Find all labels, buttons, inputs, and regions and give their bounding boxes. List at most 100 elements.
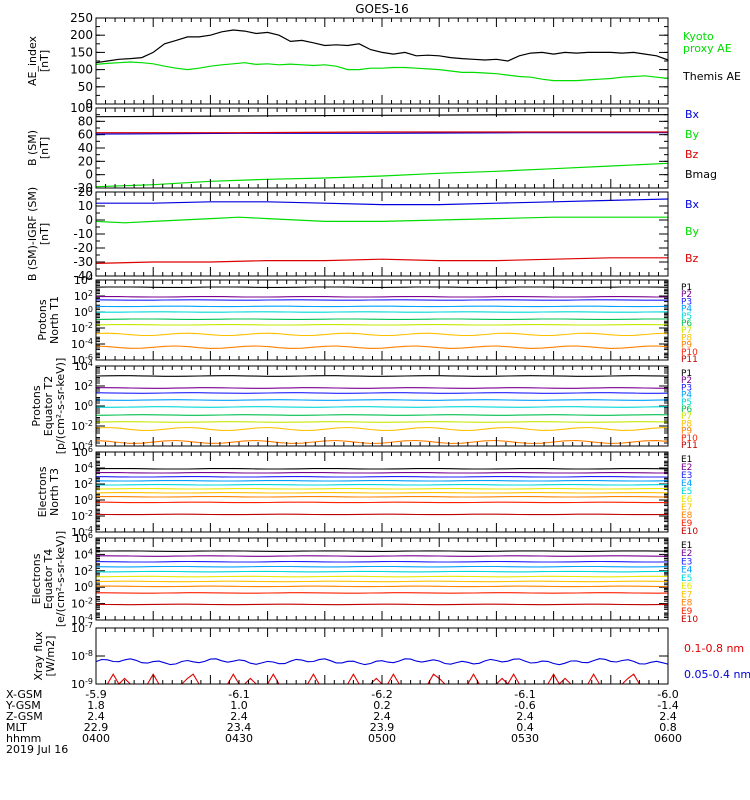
y-tick-label: 100 — [74, 580, 93, 594]
axis-value-hhmm: 0530 — [511, 732, 539, 745]
protons-north-panel: 104 102 100 10-2 10-4 10-6 Protons North T1 P1P2… — [36, 273, 698, 367]
protons-equator-panel-ylabel: Protons Equator T2 [p/(cm²-s-sr-keV)] — [30, 358, 67, 455]
axis-value-x-gsm: -5.9 — [85, 688, 107, 701]
electrons-north-panel-frame — [95, 451, 669, 533]
axis-value-z-gsm: 2.4 — [659, 710, 677, 723]
y-tick-label: -30 — [73, 255, 93, 269]
legend-entry: E10 — [681, 615, 698, 625]
y-tick-label: 0 — [85, 168, 93, 182]
protons-equator-panel-ylabel-line: Equator T2 — [42, 376, 55, 436]
xray-panel-ylabel-line: Xray flux — [32, 631, 45, 681]
b-sm-panel-ylabel-line: B (SM) — [26, 130, 39, 166]
y-tick-label: 10-2 — [71, 597, 93, 611]
y-tick-label: 102 — [74, 564, 93, 578]
flux-line — [95, 375, 669, 377]
y-tick-label: 10-4 — [71, 525, 93, 539]
axis-value-z-gsm: 2.4 — [516, 710, 534, 723]
b-igrf-panel-ylabel: B (SM)-IGRF (SM) [nT] — [26, 187, 51, 281]
legend-entry: E5 — [681, 574, 692, 584]
y-tick-label: 106 — [74, 531, 93, 545]
legend-entry: P7 — [681, 412, 692, 422]
electrons-north-panel-ylabel-line: North T3 — [48, 468, 61, 516]
legend-entry: E7 — [681, 503, 692, 513]
legend-entry: P4 — [681, 305, 692, 315]
legend-entry: E2 — [681, 549, 692, 559]
flux-line — [95, 585, 669, 588]
protons-equator-panel-ylabel-line: Protons — [30, 385, 43, 426]
axis-date: 2019 Jul 16 — [6, 743, 69, 756]
y-tick-label: 100 — [74, 305, 93, 319]
electrons-equator-panel-ylabel-line: Equator T4 — [42, 549, 55, 609]
legend-entry: Bx — [685, 108, 700, 121]
series-line-bx — [96, 198, 669, 206]
b-igrf-panel-ylabel-line: B (SM)-IGRF (SM) — [26, 187, 39, 281]
legend-entry: E3 — [681, 471, 692, 481]
y-tick-label: 100 — [70, 101, 93, 115]
axis-value-mlt: 22.9 — [83, 721, 109, 734]
axis-value-mlt: 23.4 — [226, 721, 252, 734]
legend-entry: E10 — [681, 527, 698, 537]
y-tick-label: 100 — [74, 399, 93, 413]
y-tick-label: 10-4 — [71, 337, 93, 351]
legend-entry: P8 — [681, 419, 692, 429]
y-tick-label: 102 — [74, 477, 93, 491]
legend-entry: 0.1-0.8 nm — [684, 642, 744, 655]
flux-line — [95, 332, 669, 337]
y-tick-label: 80 — [78, 114, 93, 128]
legend-entry: E9 — [681, 607, 693, 617]
ae-index-panel-ylabel-line: [nT] — [38, 50, 51, 72]
y-tick-label: 10-2 — [71, 321, 93, 335]
axis-value-x-gsm: -6.0 — [657, 688, 679, 701]
legend-entry: P10 — [681, 434, 698, 444]
y-tick-label: 104 — [74, 461, 93, 475]
axis-value-y-gsm: 1.0 — [230, 699, 248, 712]
electrons-equator-panel-ylabel: Electrons Equator T4 [e/(cm²-s-sr-keV)] — [30, 531, 67, 627]
b-sm-panel-ylabel-line: [nT] — [38, 137, 51, 159]
flux-line — [95, 575, 669, 578]
legend-entry: P11 — [681, 441, 698, 451]
legend-entry: P10 — [681, 348, 698, 358]
y-tick-label: 104 — [74, 273, 93, 287]
y-tick-label: -20 — [73, 241, 93, 255]
y-tick-label: 150 — [70, 45, 93, 59]
electrons-north-panel-ylabel-line: Electrons — [36, 466, 49, 517]
legend-entry: E3 — [681, 557, 692, 567]
legend-entry: P5 — [681, 312, 692, 322]
protons-equator-panel-ylabel-line: [p/(cm²-s-sr-keV)] — [54, 358, 67, 455]
axis-value-mlt: 0.8 — [659, 721, 677, 734]
y-tick-label: 50 — [78, 80, 93, 94]
electrons-equator-panel: 106 104 102 100 10-2 10-4 Electrons Equator T4[… — [30, 531, 698, 627]
flux-line — [95, 560, 669, 563]
legend-entry: Bz — [685, 252, 699, 265]
electrons-equator-panel-ylabel-line: Electrons — [30, 553, 43, 604]
legend-entry: E6 — [681, 582, 693, 592]
series-line-by — [95, 162, 669, 188]
axis-value-y-gsm: 0.2 — [373, 699, 391, 712]
flux-line — [96, 555, 669, 557]
electrons-equator-panel-frame — [95, 537, 669, 621]
y-tick-label: 10-6 — [71, 353, 93, 367]
legend-entry: E7 — [681, 590, 692, 600]
flux-line — [95, 421, 669, 423]
legend-entry: 0.05-0.4 nm — [684, 668, 750, 681]
legend-entry: Bx — [685, 198, 700, 211]
b-sm-panel-ylabel: B (SM) [nT] — [26, 130, 51, 166]
legend-entry: E8 — [681, 599, 693, 609]
series-line-themis-ae — [95, 29, 669, 64]
legend-entry: Themis AE — [682, 70, 741, 83]
legend-entry: E6 — [681, 495, 693, 505]
legend-entry: By — [685, 225, 700, 238]
axis-value-y-gsm: 1.8 — [87, 699, 105, 712]
electrons-equator-panel-ylabel-line: [e/(cm²-s-sr-keV)] — [54, 531, 67, 627]
flux-line — [96, 387, 669, 389]
protons-equator-panel-frame — [95, 365, 669, 447]
y-tick-label: 104 — [74, 359, 93, 373]
ae-index-panel-frame — [95, 17, 669, 105]
protons-equator-panel: 104 102 100 10-2 10-4 Protons Equator T2 [p/(cm… — [30, 358, 698, 455]
xray-panel-ylabel: Xray flux [W/m2] — [32, 631, 57, 681]
legend-entry: E4 — [681, 479, 693, 489]
y-tick-label: -10 — [73, 227, 93, 241]
y-tick-label: -40 — [73, 269, 93, 283]
